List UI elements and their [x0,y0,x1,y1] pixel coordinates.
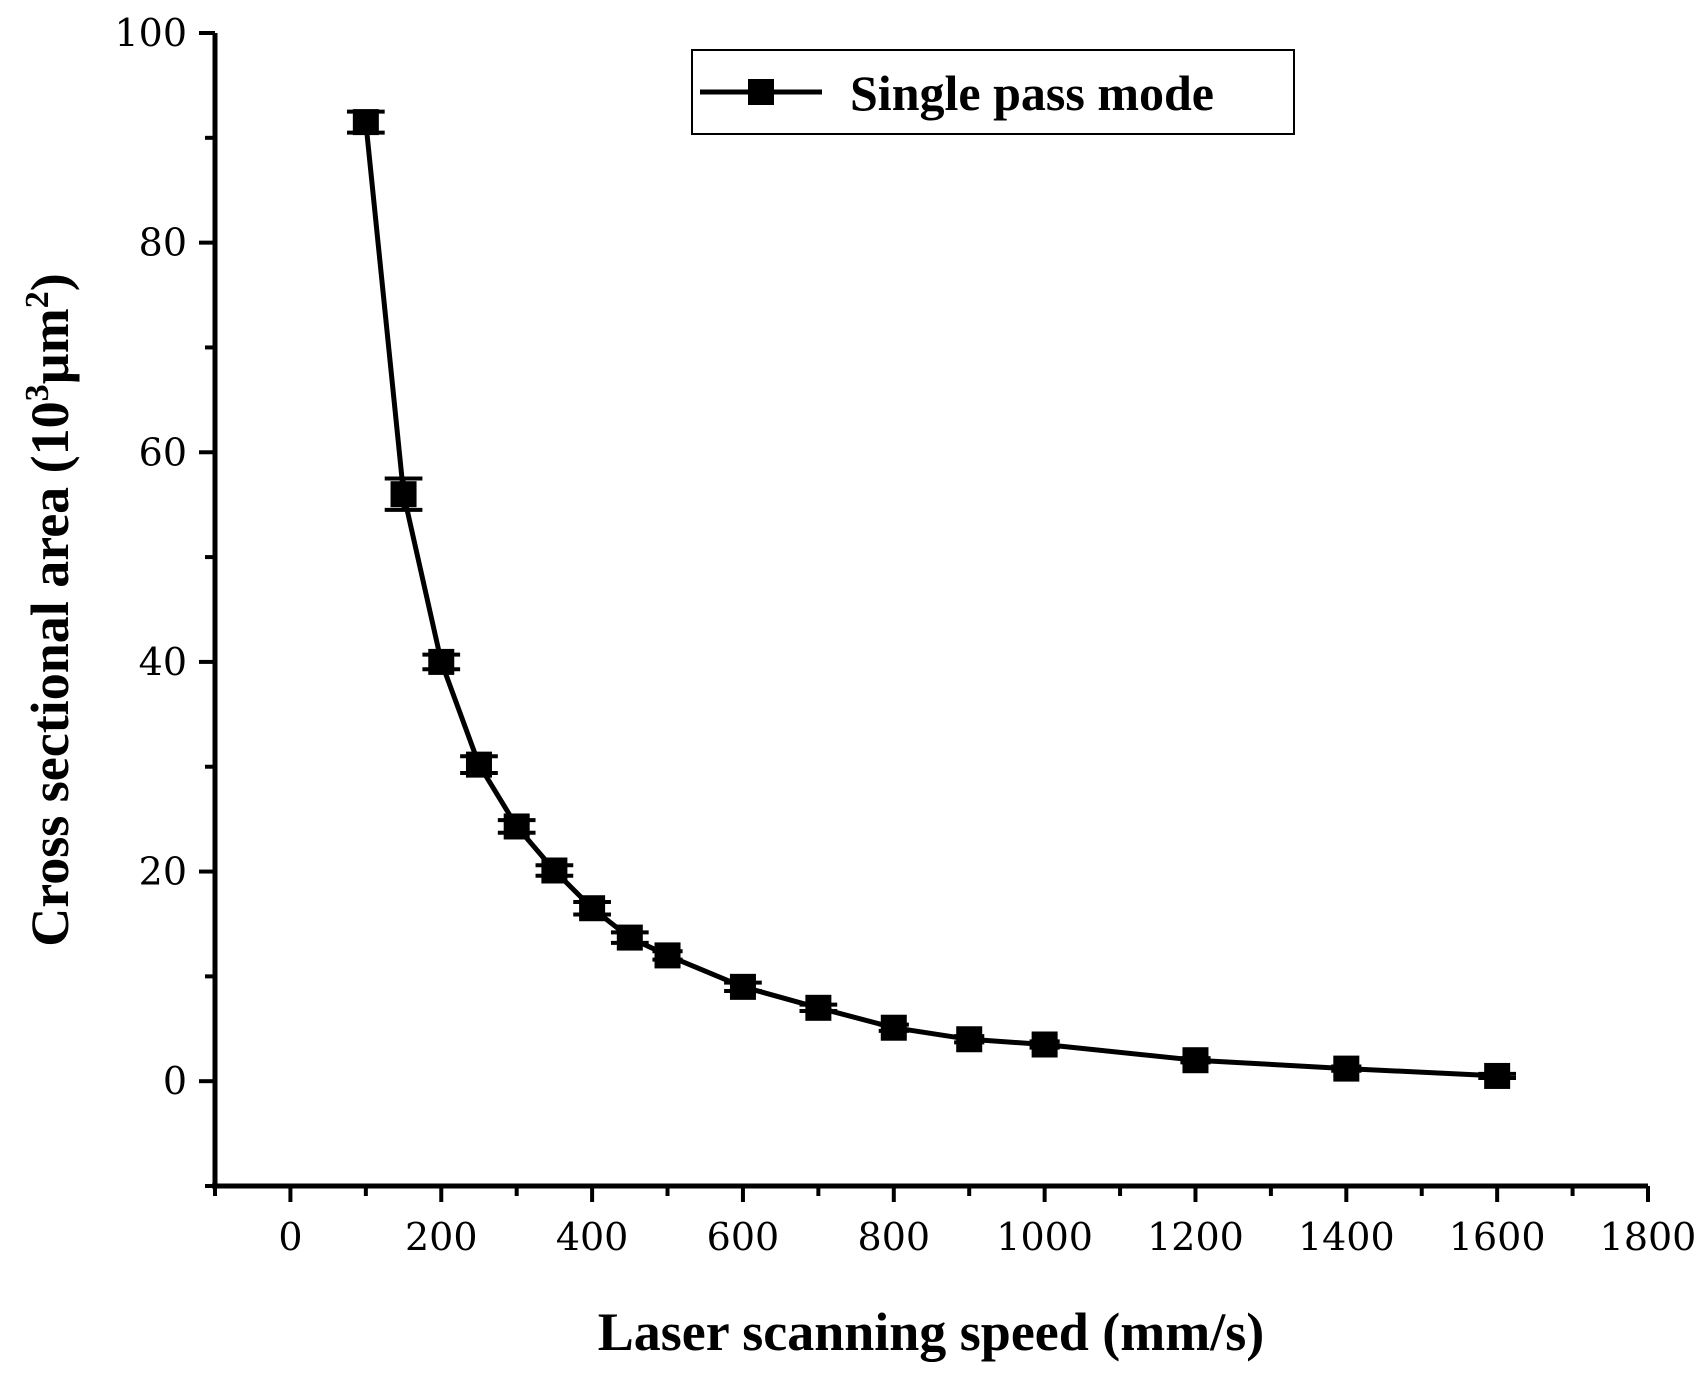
y-axis-title-sup2: 2 [19,291,56,308]
x-tick-label: 0 [278,1215,302,1259]
x-tick-label: 1800 [1600,1215,1697,1259]
data-point [579,895,606,922]
x-tick-label: 400 [556,1215,629,1259]
data-point [1484,1062,1511,1089]
data-point [1182,1047,1209,1074]
data-point [352,109,379,136]
y-tick-label: 60 [139,430,187,474]
data-point [956,1026,983,1053]
data-point [616,924,643,951]
data-point [390,481,417,508]
x-tick-label: 1400 [1298,1215,1395,1259]
x-tick-label: 200 [405,1215,478,1259]
x-axis-title: Laser scanning speed (mm/s) [598,1302,1265,1362]
data-point [1031,1031,1058,1058]
data-markers [352,109,1511,1089]
legend-label: Single pass mode [850,65,1214,121]
data-point [880,1014,907,1041]
y-tick-label: 80 [139,221,187,265]
y-axis-title-end: ) [20,273,80,291]
x-tick-label: 800 [858,1215,931,1259]
y-axis-title-sup1: 3 [19,384,56,401]
data-point [541,857,568,884]
data-point [654,942,681,969]
x-tick-label: 600 [707,1215,780,1259]
data-point [428,648,455,675]
y-tick-label: 0 [163,1059,187,1103]
legend: Single pass mode [691,49,1295,135]
y-tick-label: 20 [139,850,187,894]
x-tick-label: 1600 [1449,1215,1546,1259]
data-point [729,973,756,1000]
y-axis-title-main: Cross sectional area (10 [20,401,80,946]
series-line [363,121,1498,1079]
axes [212,33,1648,1189]
legend-marker [748,79,774,105]
x-tick-label: 1000 [996,1215,1093,1259]
y-axis-title-mid: µm [20,308,80,384]
y-tick-label: 100 [114,11,187,55]
y-axis-title: Cross sectional area (103µm2) [19,273,80,947]
x-tick-label: 1200 [1147,1215,1244,1259]
data-point [503,813,530,840]
data-point [1333,1055,1360,1082]
x-ticks: 0 200 400 600 800 1000 1200 1400 1600 1800 [213,1186,1697,1259]
error-bars [346,109,1517,1081]
y-tick-label: 40 [139,640,187,684]
data-point [465,751,492,778]
y-ticks: 0 20 40 60 80 100 [114,11,215,1188]
data-point [805,994,832,1021]
